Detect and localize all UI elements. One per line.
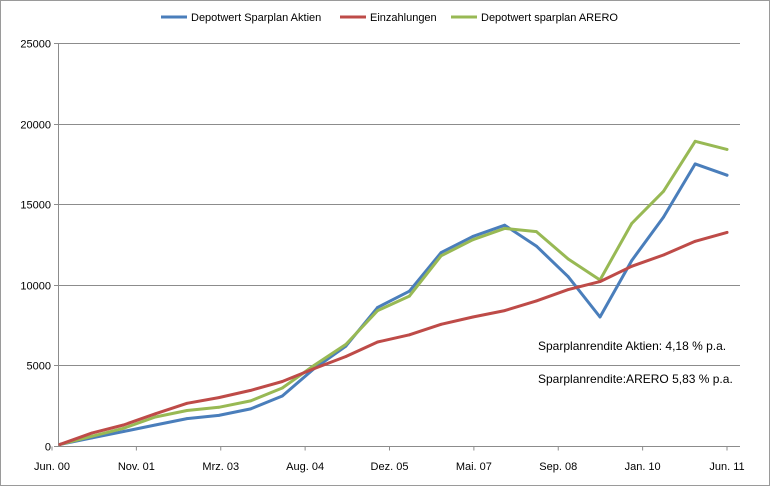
y-tick-label: 15000 <box>20 200 51 212</box>
data-point <box>439 254 443 258</box>
data-point <box>185 417 189 420</box>
data-point <box>58 443 62 446</box>
data-point <box>566 275 570 279</box>
x-tick-label: Mai. 07 <box>456 461 492 473</box>
x-tick-label: Jun. 00 <box>34 461 70 473</box>
annotation-text: Sparplanrendite Aktien: 4,18 % p.a. <box>538 339 726 353</box>
x-axis: Jun. 00 Nov. 01 Mrz. 03 Aug. 04 Dez. 05 Mai. … <box>34 446 745 473</box>
data-point <box>503 227 507 230</box>
data-point <box>376 340 379 344</box>
data-point <box>566 257 570 261</box>
data-point <box>249 407 253 411</box>
y-axis: 0 5000 10000 15000 20000 25000 <box>20 39 59 454</box>
x-tick-label: Dez. 05 <box>371 461 409 473</box>
data-point <box>408 333 411 337</box>
data-point <box>439 322 443 326</box>
x-tick-label: Aug. 04 <box>286 461 324 473</box>
y-tick-label: 20000 <box>20 120 51 132</box>
data-point <box>280 394 284 398</box>
data-point <box>344 343 348 346</box>
data-point <box>535 230 538 234</box>
data-point <box>185 401 189 405</box>
data-point <box>535 244 538 248</box>
data-point <box>344 355 348 358</box>
data-point <box>249 389 253 392</box>
data-point <box>598 315 602 319</box>
data-point <box>153 412 157 416</box>
data-point <box>408 289 411 293</box>
data-point <box>471 235 475 238</box>
data-point <box>217 396 221 399</box>
data-point <box>122 426 125 430</box>
data-point <box>693 239 697 243</box>
data-point <box>90 434 94 438</box>
data-point <box>725 231 729 234</box>
data-point <box>122 430 125 433</box>
data-point <box>662 253 665 257</box>
series-line <box>58 230 729 446</box>
data-point <box>725 148 729 151</box>
data-point <box>598 280 602 283</box>
data-point <box>503 309 507 312</box>
data-point <box>630 222 634 225</box>
series-lines <box>58 139 729 446</box>
y-tick-label: 5000 <box>27 361 51 373</box>
legend-label: Depotwert Sparplan Aktien <box>191 12 321 24</box>
data-point <box>217 414 221 417</box>
x-tick-label: Sep. 08 <box>539 461 577 473</box>
data-point <box>693 162 697 166</box>
data-point <box>566 288 570 291</box>
data-point <box>630 259 634 262</box>
data-point <box>153 415 157 419</box>
data-point <box>439 251 443 255</box>
x-tick-label: Jan. 10 <box>625 461 661 473</box>
data-point <box>280 386 284 390</box>
x-tick-label: Mrz. 03 <box>202 461 239 473</box>
y-tick-label: 25000 <box>20 39 51 51</box>
legend: Depotwert Sparplan Aktien Einzahlungen Dep… <box>161 12 618 24</box>
data-point <box>725 173 729 177</box>
annotations: Sparplanrendite Aktien: 4,18 % p.a. Sparp… <box>538 339 733 386</box>
grid-lines <box>58 43 740 366</box>
data-point <box>122 423 125 427</box>
data-point <box>376 309 379 312</box>
data-point <box>376 306 379 309</box>
x-tick-label: Nov. 01 <box>118 461 155 473</box>
x-tick-label: Jun. 11 <box>709 461 744 473</box>
data-point <box>217 405 221 409</box>
data-point <box>153 423 157 427</box>
data-point <box>280 380 284 383</box>
data-point <box>535 299 538 303</box>
legend-label: Depotwert sparplan ARERO <box>481 12 618 24</box>
data-point <box>662 215 665 219</box>
data-point <box>408 294 411 298</box>
annotation-text: Sparplanrendite:ARERO 5,83 % p.a. <box>538 372 733 386</box>
data-point <box>662 189 665 193</box>
series-line <box>58 162 729 446</box>
legend-label: Einzahlungen <box>370 12 437 24</box>
data-point <box>471 238 475 242</box>
data-point <box>693 139 697 143</box>
data-point <box>630 264 634 268</box>
series-line <box>58 139 729 446</box>
data-point <box>312 364 316 367</box>
data-point <box>312 367 316 370</box>
data-point <box>471 315 475 319</box>
y-tick-label: 10000 <box>20 281 51 293</box>
data-point <box>503 223 507 227</box>
data-point <box>249 399 253 403</box>
y-tick-label: 0 <box>45 442 51 454</box>
data-point <box>185 409 189 412</box>
data-point <box>90 431 94 435</box>
